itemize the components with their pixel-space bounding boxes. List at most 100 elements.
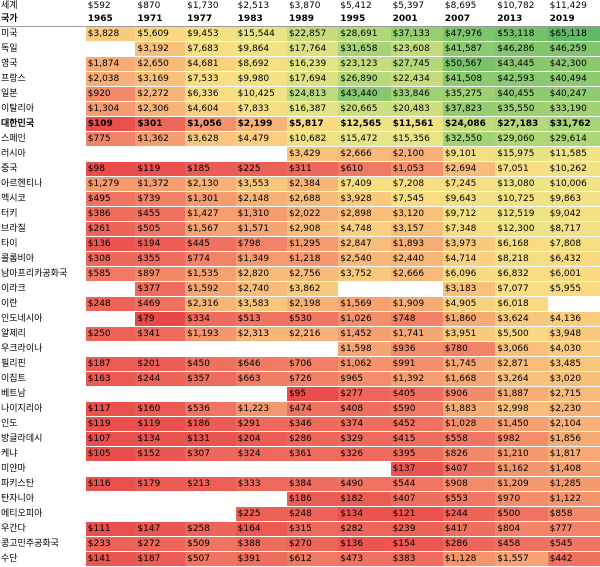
world-value: $3,870 [286,0,339,13]
gdp-value-cell: $2,440 [390,251,443,267]
gdp-value-cell: $826 [442,446,496,462]
gdp-value-cell: $3,553 [235,176,287,192]
gdp-value-cell: $5,609 [135,26,186,42]
gdp-value-cell: $355 [135,251,186,267]
gdp-value-cell: $346 [286,416,339,432]
gdp-value-cell: $9,864 [235,41,287,57]
gdp-value-cell: $513 [235,311,287,327]
gdp-value-cell: $3,485 [547,356,600,372]
gdp-value-cell: $20,483 [390,101,443,117]
gdp-value-cell: $858 [547,506,600,522]
gdp-value-cell: $6,168 [495,236,548,252]
country-name: 러시아 [0,146,86,162]
country-name: 알제리 [0,326,86,342]
table-row: 멕시코 $495 $739 $1,301 $2,148 $2,688 $3,928 $7,54… [0,191,600,207]
gdp-value-cell [390,281,443,297]
gdp-value-cell: $163 [85,371,136,387]
gdp-value-cell: $26,890 [338,71,391,87]
gdp-value-cell: $37,133 [390,26,443,42]
gdp-value-cell [286,341,339,357]
gdp-value-cell: $3,020 [547,371,600,387]
gdp-value-cell: $383 [390,551,443,567]
gdp-value-cell: $9,643 [442,191,496,207]
world-value: $2,513 [235,0,287,13]
gdp-value-cell: $1,122 [547,491,600,507]
table-row: 남아프리카공화국 $585 $897 $1,535 $2,820 $2,756 $3,752… [0,266,600,282]
gdp-value-cell: $6,018 [495,296,548,312]
gdp-value-cell: $774 [185,251,236,267]
gdp-value-cell: $2,148 [235,191,287,207]
gdp-value-cell: $43,445 [495,56,548,72]
table-row: 이집트 $163 $244 $357 $663 $726 $965 $1,392 $1,668 $… [0,371,600,387]
country-name: 프랑스 [0,71,86,87]
gdp-value-cell [185,341,236,357]
gdp-value-cell: $160 [135,401,186,417]
gdp-value-cell: $154 [390,536,443,552]
gdp-value-cell [286,461,339,477]
country-name: 아르헨티나 [0,176,86,192]
gdp-value-cell: $95 [286,386,339,402]
gdp-value-cell: $2,104 [547,416,600,432]
gdp-value-cell: $40,494 [547,71,600,87]
gdp-value-cell: $119 [135,416,186,432]
gdp-value-cell [338,281,391,297]
country-name: 우간다 [0,521,86,537]
gdp-value-cell: $277 [338,386,391,402]
gdp-value-cell: $53,118 [495,26,548,42]
gdp-value-cell: $445 [185,236,236,252]
gdp-value-cell: $134 [135,431,186,447]
gdp-value-cell: $1,285 [547,476,600,492]
gdp-value-cell: $2,998 [495,401,548,417]
gdp-value-cell [338,461,391,477]
gdp-value-cell: $194 [135,236,186,252]
gdp-value-cell: $261 [85,221,136,237]
gdp-value-cell: $4,714 [442,251,496,267]
gdp-value-cell: $1,668 [442,371,496,387]
gdp-value-cell: $152 [135,446,186,462]
gdp-value-cell: $388 [235,536,287,552]
gdp-value-cell: $141 [85,551,136,567]
gdp-value-cell: $7,208 [390,176,443,192]
gdp-value-cell: $282 [338,521,391,537]
gdp-value-cell [85,386,136,402]
gdp-value-cell: $1,301 [185,191,236,207]
gdp-value-cell: $536 [185,401,236,417]
gdp-value-cell: $442 [547,551,600,567]
country-name: 인도네시아 [0,311,86,327]
gdp-value-cell [135,341,186,357]
gdp-value-cell: $4,604 [185,101,236,117]
gdp-value-cell [85,281,136,297]
country-name: 미얀마 [0,461,86,477]
gdp-value-cell: $187 [135,551,186,567]
country-name: 수단 [0,551,86,567]
gdp-value-cell: $119 [135,161,186,177]
gdp-value-cell: $2,740 [235,281,287,297]
gdp-value-cell: $920 [85,86,136,102]
gdp-value-cell: $186 [286,491,339,507]
gdp-value-cell: $9,980 [235,71,287,87]
gdp-value-cell: $11,585 [547,146,600,162]
gdp-value-cell: $1,053 [390,161,443,177]
gdp-value-cell: $1,571 [235,221,287,237]
gdp-value-cell: $585 [85,266,136,282]
year-column-header: 1983 [235,13,287,27]
table-row: 터키 $386 $455 $1,427 $1,310 $2,022 $2,898 $3,120… [0,206,600,222]
gdp-value-cell: $121 [390,506,443,522]
gdp-value-cell: $7,833 [235,101,287,117]
year-column-header: 1989 [286,13,339,27]
gdp-value-cell: $3,928 [338,191,391,207]
country-name: 남아프리카공화국 [0,266,86,282]
gdp-value-cell: $186 [185,416,236,432]
gdp-value-cell: $22,857 [286,26,339,42]
table-row: 영국 $1,874 $2,650 $4,681 $8,692 $16,239 $23,123… [0,56,600,72]
table-row: 수단 $141 $187 $507 $391 $612 $473 $383 $1,128 $1,5… [0,551,600,567]
country-name: 대한민국 [0,116,86,132]
gdp-value-cell: $116 [85,476,136,492]
gdp-value-cell: $2,038 [85,71,136,87]
gdp-value-cell: $40,455 [495,86,548,102]
gdp-value-cell: $374 [338,416,391,432]
gdp-value-cell [135,506,186,522]
gdp-value-cell: $530 [286,311,339,327]
gdp-value-cell: $1,218 [286,251,339,267]
